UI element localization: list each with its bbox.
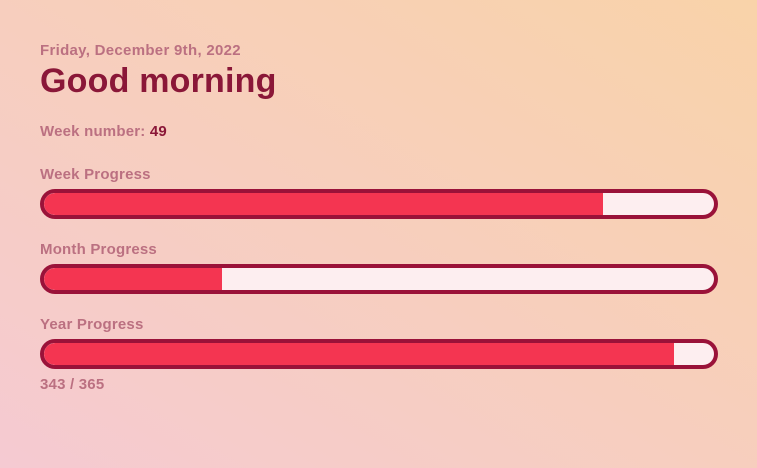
week-number-text: Week number: 49 <box>40 123 718 140</box>
year-progress-label: Year Progress <box>40 316 144 333</box>
year-progress-detail: 343 / 365 <box>40 376 105 393</box>
month-progress-bar <box>40 264 718 294</box>
year-progress-fill <box>44 343 674 365</box>
month-progress-label: Month Progress <box>40 241 157 258</box>
year-progress-bar <box>40 339 718 369</box>
month-progress-fill <box>44 268 223 290</box>
week-progress-bar <box>40 189 718 219</box>
dashboard: Friday, December 9th, 2022 Good morning … <box>40 42 718 393</box>
week-progress-fill <box>44 193 603 215</box>
greeting-heading: Good morning <box>40 62 277 100</box>
week-number-label: Week number: <box>40 123 146 140</box>
week-progress-label: Week Progress <box>40 166 151 183</box>
date-text: Friday, December 9th, 2022 <box>40 42 241 59</box>
week-number-value: 49 <box>149 123 167 140</box>
